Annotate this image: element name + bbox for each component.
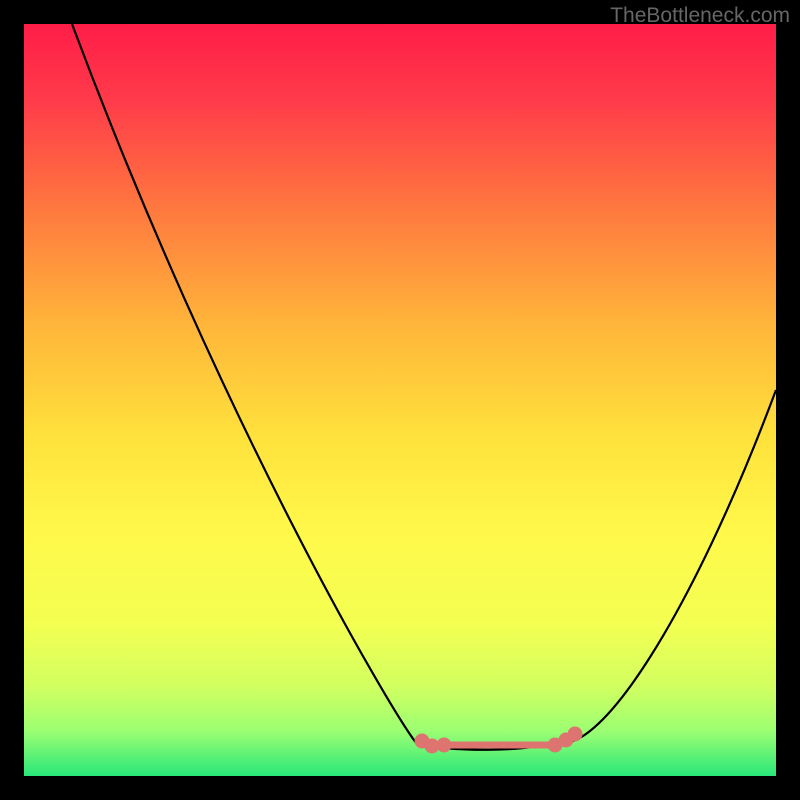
watermark-text: TheBottleneck.com [610, 4, 790, 28]
bottleneck-chart: TheBottleneck.com [0, 0, 800, 800]
plot-background [24, 24, 776, 776]
chart-svg [0, 0, 800, 800]
